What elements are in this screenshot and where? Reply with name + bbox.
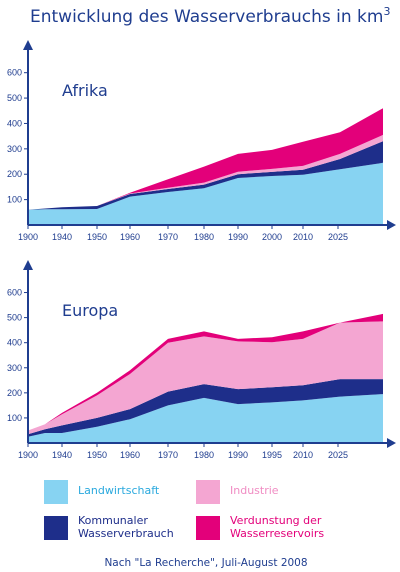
y-tick-label: 300 [7,363,22,373]
y-tick-label: 300 [7,144,22,154]
x-tick-label: 1940 [52,232,72,242]
y-tick-label: 600 [7,288,22,298]
chart-afrika: 100 200 300 400 500 600 1900 1940 1950 1960 1970 19… [7,40,396,242]
x-tick-label: 1960 [120,232,140,242]
x-tick-label: 1980 [194,450,214,460]
figure-title: Entwicklung des Wasserverbrauchs in km3 [30,5,390,27]
x-tick-label: 1970 [158,450,178,460]
chart-title: Europa [62,301,118,320]
y-tick-label: 400 [7,338,22,348]
x-axis-arrow [387,220,396,230]
y-tick-label: 200 [7,169,22,179]
x-tick-label: 2025 [328,232,348,242]
x-tick-label: 2010 [293,450,313,460]
legend-item-landwirtschaft: Landwirtschaft [44,480,160,504]
y-tick-label: 200 [7,388,22,398]
chart-europa: 100 200 300 400 500 600 1900 1940 1950 1960 1970 19… [7,260,396,460]
x-tick-label: 1995 [262,450,282,460]
x-tick-label: 1900 [18,450,38,460]
legend-label: Verdunstung der [230,514,322,527]
x-tick-label: 1970 [158,232,178,242]
area-verdunstung [28,108,383,210]
y-tick-label: 500 [7,93,22,103]
x-tick-label: 1990 [228,232,248,242]
x-tick-label: 1950 [87,450,107,460]
x-tick-label: 1980 [194,232,214,242]
x-tick-label: 2025 [328,450,348,460]
x-tick-label: 1990 [228,450,248,460]
x-tick-label: 1940 [52,450,72,460]
y-tick-label: 600 [7,68,22,78]
y-tick-label: 100 [7,195,22,205]
legend-swatch [44,516,68,540]
x-tick-label: 2000 [262,232,282,242]
x-tick-label: 1960 [120,450,140,460]
legend-swatch [196,516,220,540]
legend-swatch [196,480,220,504]
y-axis-arrow [23,260,33,270]
legend-item-industrie: Industrie [196,480,279,504]
x-axis-arrow [387,438,396,448]
area-kommunal [28,379,383,437]
y-tick-label: 500 [7,313,22,323]
legend-swatch [44,480,68,504]
x-tick-label: 1950 [87,232,107,242]
area-industrie [28,321,383,435]
legend-label: Industrie [230,484,279,497]
area-landwirtschaft [28,394,383,443]
legend-label: Kommunaler [78,514,148,527]
x-tick-label: 1900 [18,232,38,242]
y-tick-label: 400 [7,118,22,128]
source-note: Nach "La Recherche", Juli-August 2008 [104,557,307,569]
legend-label-line2: Wasserreservoirs [230,527,324,540]
y-tick-label: 100 [7,413,22,423]
chart-title: Afrika [62,81,108,100]
x-tick-label: 2010 [293,232,313,242]
legend-label: Landwirtschaft [78,484,160,497]
legend-label-line2: Wasserverbrauch [78,527,174,540]
legend: Landwirtschaft Industrie KommunalerWasserv… [44,480,324,540]
y-axis-arrow [23,40,33,50]
area-landwirtschaft [28,162,383,225]
